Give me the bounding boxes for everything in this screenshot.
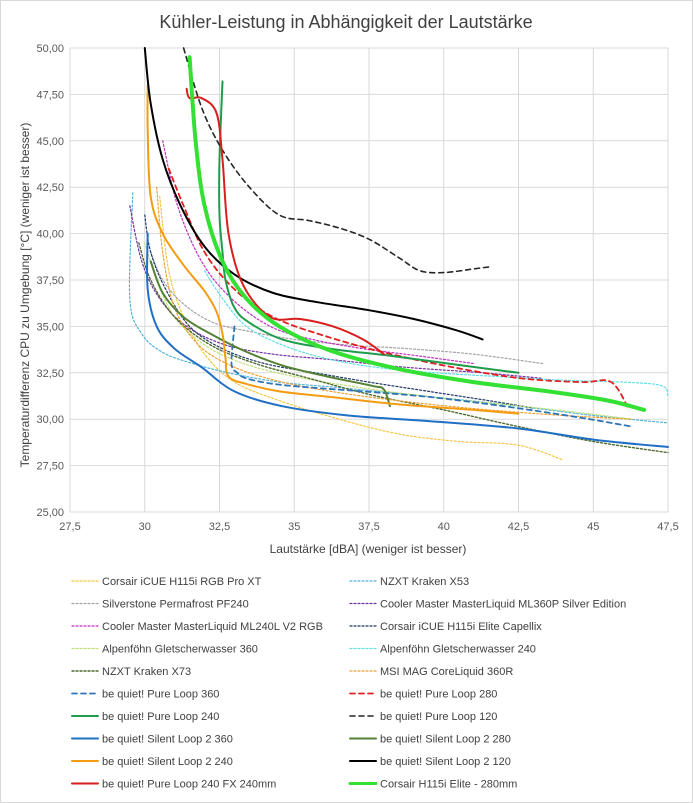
series-line-9 (138, 242, 669, 454)
legend-label-11: be quiet! Pure Loop 360 (102, 689, 219, 701)
series-line-7 (144, 242, 633, 420)
x-tick-label: 45 (587, 521, 599, 533)
legend-label-15: be quiet! Silent Loop 2 360 (102, 734, 233, 746)
x-tick-label: 27,5 (59, 521, 80, 533)
x-tick-label: 42,5 (508, 521, 529, 533)
series-line-4 (129, 205, 543, 379)
series-line-18 (143, 47, 484, 341)
series-line-8 (204, 270, 669, 398)
x-tick-label: 35 (288, 521, 300, 533)
legend-label-1: Corsair iCUE H115i RGB Pro XT (102, 576, 262, 588)
y-tick-label: 50,00 (36, 43, 64, 55)
legend-label-13: be quiet! Pure Loop 240 (102, 711, 219, 723)
y-tick-label: 47,50 (36, 89, 64, 101)
x-tick-label: 40 (438, 521, 450, 533)
x-tick-label: 30 (139, 521, 151, 533)
legend-label-7: Alpenföhn Gletscherwasser 360 (102, 644, 258, 656)
legend-label-19: be quiet! Pure Loop 240 FX 240mm (102, 779, 276, 791)
grid-layer (69, 47, 669, 513)
y-tick-label: 27,50 (36, 461, 64, 473)
legend-label-6: Corsair iCUE H115i Elite Capellix (380, 621, 542, 633)
series-line-20 (187, 55, 647, 412)
legend-label-3: Silverstone Permafrost PF240 (102, 599, 249, 611)
series-line-19 (185, 87, 385, 356)
series-line-10 (156, 186, 633, 420)
series-line-1 (159, 195, 564, 461)
legend-label-4: Cooler Master MasterLiquid ML360P Silver… (380, 599, 626, 611)
y-axis-label: Temperaturdifferenz CPU zu Umgebung [°C]… (18, 123, 32, 468)
y-tick-label: 35,00 (36, 321, 64, 333)
series-line-5 (162, 140, 475, 365)
x-axis-label: Lautstärke [dBA] (weniger ist besser) (270, 542, 467, 556)
y-tick-label: 30,00 (36, 414, 64, 426)
series-lines (128, 47, 669, 461)
y-tick-label: 40,00 (36, 229, 64, 241)
legend-label-20: Corsair H115i Elite - 280mm (380, 779, 517, 791)
x-tick-label: 47,5 (657, 521, 678, 533)
y-tick-label: 32,50 (36, 368, 64, 380)
y-tick-label: 45,00 (36, 136, 64, 148)
legend-label-17: be quiet! Silent Loop 2 240 (102, 756, 233, 768)
legend-label-18: be quiet! Silent Loop 2 120 (380, 756, 511, 768)
x-tick-label: 37,5 (358, 521, 379, 533)
series-line-13 (218, 80, 520, 374)
chart-title: Kühler-Leistung in Abhängigkeit der Laut… (159, 12, 532, 32)
series-line-16 (149, 260, 391, 408)
y-tick-label: 25,00 (36, 507, 64, 519)
legend-label-16: be quiet! Silent Loop 2 280 (380, 734, 511, 746)
legend: Corsair iCUE H115i RGB Pro XT NZXT Kraken… (71, 576, 626, 791)
legend-label-10: MSI MAG CoreLiquid 360R (380, 666, 513, 678)
legend-label-2: NZXT Kraken X53 (380, 576, 469, 588)
series-line-17 (146, 84, 520, 415)
y-tick-label: 42,50 (36, 182, 64, 194)
series-line-3 (150, 251, 543, 365)
series-line-12 (167, 167, 630, 411)
series-line-15 (146, 232, 669, 448)
tick-labels: 27,5 30 32,5 35 37,5 40 42,5 45 47,5 25,00 27,50 30… (36, 43, 678, 533)
legend-label-12: be quiet! Pure Loop 280 (380, 689, 497, 701)
legend-label-14: be quiet! Pure Loop 120 (380, 711, 497, 723)
series-line-6 (144, 214, 535, 409)
legend-label-5: Cooler Master MasterLiquid ML240L V2 RGB (102, 621, 323, 633)
y-tick-label: 37,50 (36, 275, 64, 287)
legend-label-8: Alpenföhn Gletscherwasser 240 (380, 644, 536, 656)
series-line-11 (230, 325, 633, 428)
x-tick-label: 32,5 (209, 521, 230, 533)
legend-label-9: NZXT Kraken X73 (102, 666, 191, 678)
